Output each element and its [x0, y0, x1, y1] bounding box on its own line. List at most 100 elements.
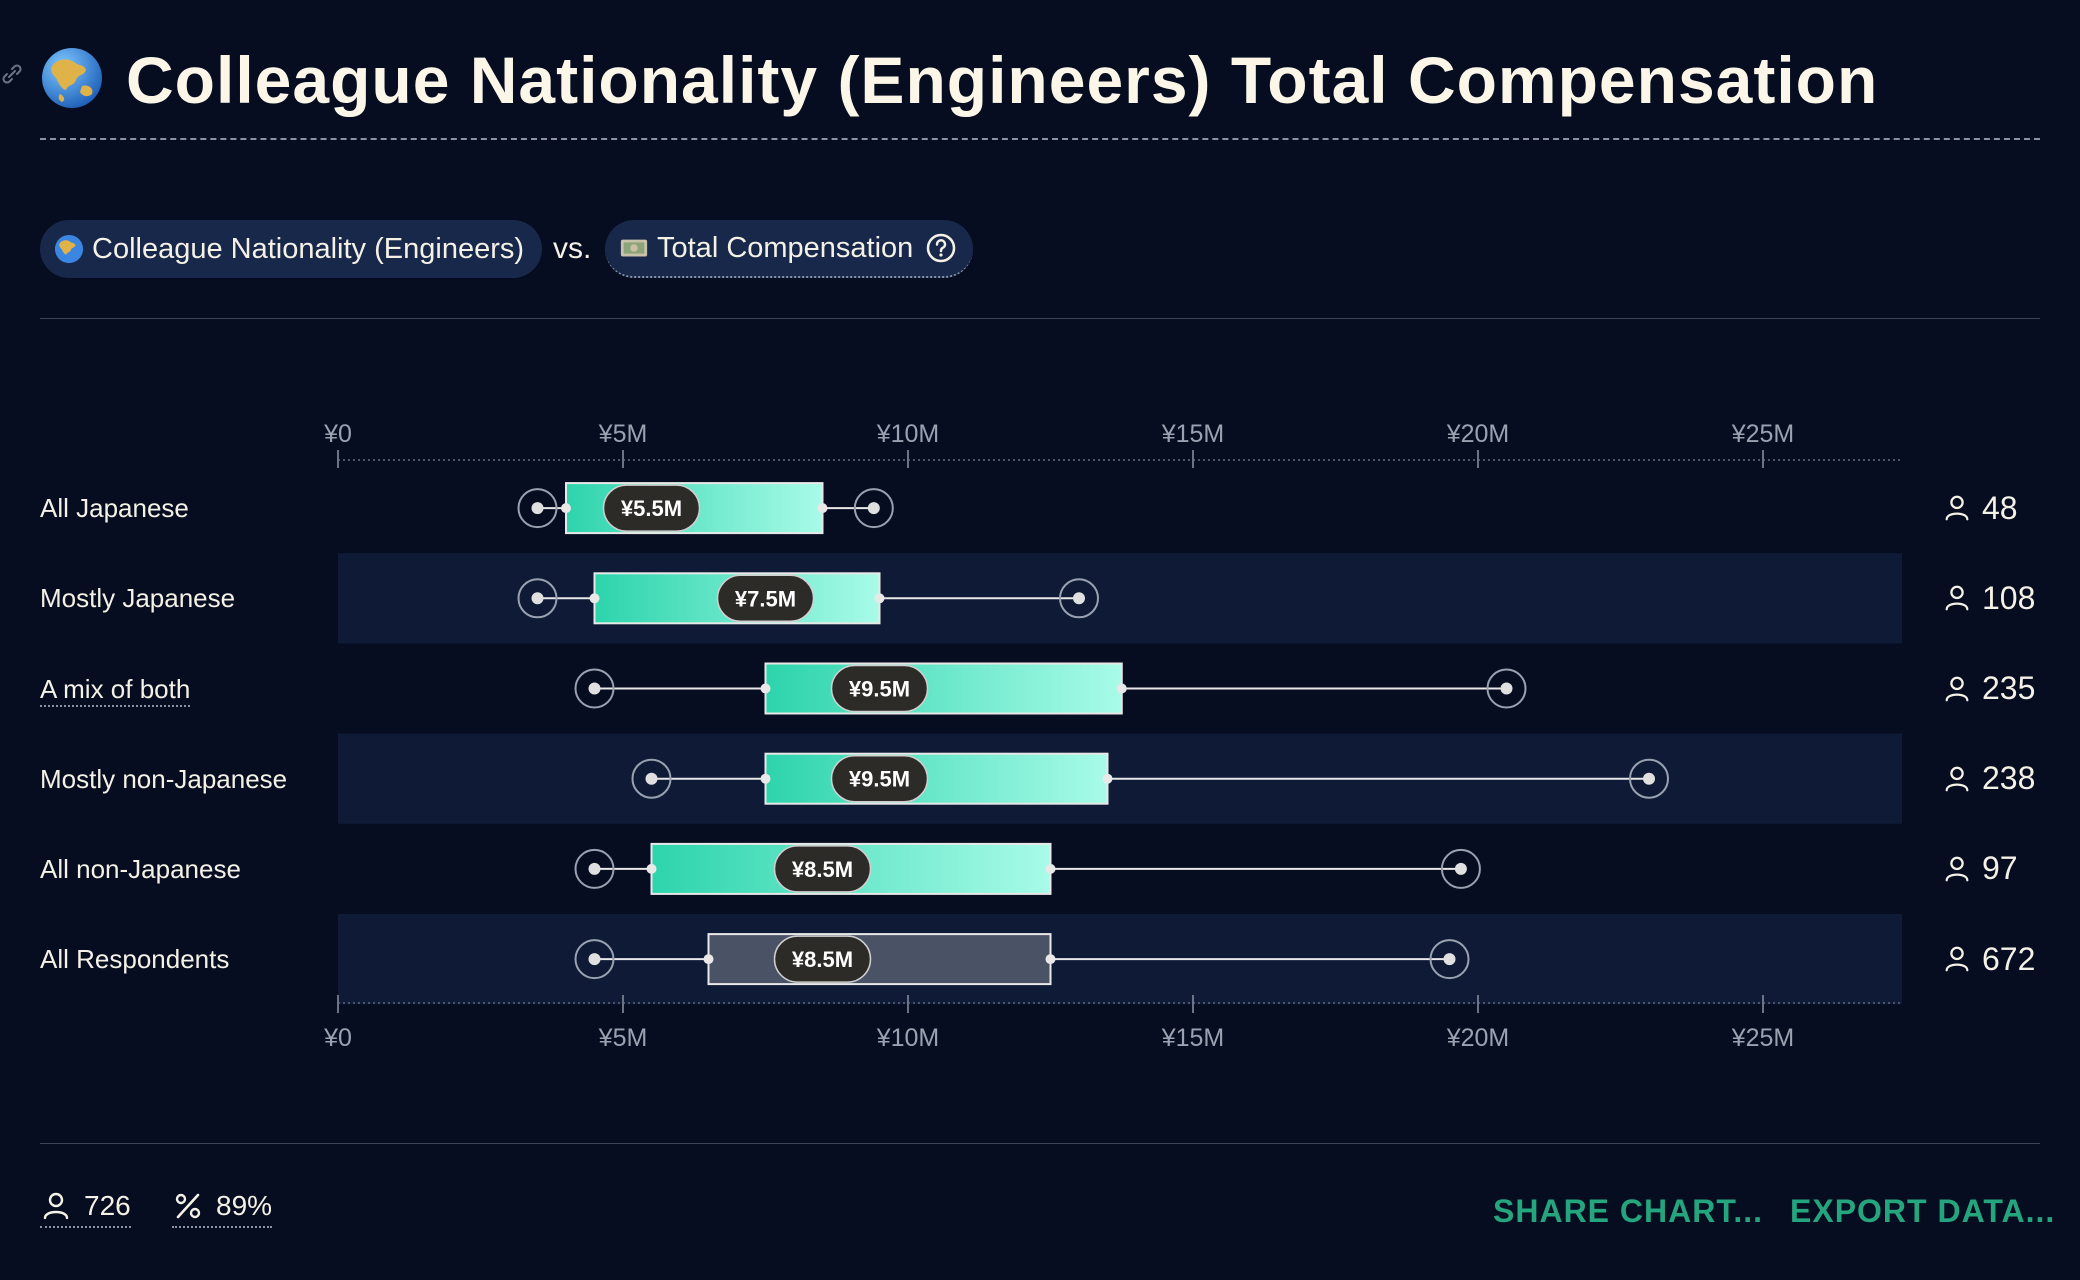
quartile-dot: [760, 683, 771, 694]
row-label: All non-Japanese: [40, 853, 241, 884]
quartile-dot: [1045, 863, 1056, 874]
percent-icon: [175, 1193, 201, 1219]
whisker-end-ring: [631, 758, 672, 799]
quartile-dot: [589, 593, 600, 604]
row-count-value: 672: [1982, 940, 2036, 977]
median-label: ¥8.5M: [792, 947, 853, 972]
whisker-end-dot: [588, 862, 601, 875]
person-icon: [1945, 946, 1969, 972]
globe-asia-icon: [54, 234, 84, 264]
whisker-end-dot: [588, 682, 601, 695]
whisker-end-ring: [1429, 939, 1470, 980]
quartile-dot: [561, 503, 571, 514]
whisker-end-dot: [1443, 953, 1456, 966]
median-label: ¥5.5M: [621, 496, 682, 521]
respondents-stat[interactable]: 726: [40, 1190, 131, 1228]
row-count-value: 108: [1982, 579, 2036, 616]
median-label: ¥9.5M: [849, 767, 910, 792]
person-icon: [1945, 585, 1969, 611]
x-tick-label: ¥15M: [1161, 420, 1225, 448]
whisker-end-dot: [645, 772, 658, 785]
x-tick-label: ¥15M: [1161, 1024, 1225, 1052]
box-iqr: [764, 662, 1123, 715]
help-icon[interactable]: [925, 232, 957, 264]
link-icon[interactable]: [0, 62, 24, 86]
whisker-end-dot: [1454, 862, 1467, 875]
quartile-dot: [760, 773, 771, 784]
median-pill: [716, 574, 815, 623]
x-tick-label: ¥25M: [1731, 1024, 1795, 1052]
whisker-end-dot: [867, 502, 880, 515]
person-icon: [1945, 495, 1969, 521]
whisker-end-dot: [1643, 772, 1655, 785]
row-count: 235: [1942, 669, 2035, 709]
whisker-end-ring: [517, 578, 558, 619]
whisker-end-ring: [1629, 758, 1669, 799]
page-title: Colleague Nationality (Engineers) Total …: [126, 43, 1879, 117]
whisker-end-dot: [588, 953, 601, 966]
quartile-dot: [874, 593, 885, 604]
dimension-label: Colleague Nationality (Engineers): [92, 232, 525, 265]
whisker-end-ring: [574, 848, 615, 889]
metric-selector[interactable]: Total Compensation: [605, 220, 974, 278]
person-icon: [43, 1192, 69, 1220]
quartile-dot: [1102, 773, 1113, 784]
box-iqr: [707, 933, 1052, 986]
whisker-end-dot: [1073, 592, 1085, 605]
export-data-button[interactable]: EXPORT DATA...: [1790, 1193, 2056, 1229]
vs-label: vs.: [553, 232, 592, 265]
dimension-selector[interactable]: Colleague Nationality (Engineers): [40, 220, 543, 278]
median-pill: [773, 935, 872, 983]
whisker-end-ring: [574, 668, 615, 709]
whisker-end-ring: [517, 488, 558, 529]
x-tick-label: ¥5M: [598, 1024, 648, 1052]
whisker-end-dot: [531, 592, 544, 605]
percent-stat[interactable]: 89%: [172, 1190, 273, 1228]
box-2: ¥9.5M: [574, 662, 1527, 715]
whisker-end-dot: [1500, 682, 1513, 695]
row-count-value: 238: [1982, 760, 2036, 797]
median-label: ¥8.5M: [792, 857, 853, 882]
quartile-dot: [703, 954, 714, 965]
whisker-end-ring: [1440, 848, 1481, 889]
row-count: 97: [1942, 849, 2018, 889]
respondents-count: 726: [84, 1190, 131, 1221]
x-tick-label: ¥10M: [876, 1024, 940, 1052]
x-tick-label: ¥20M: [1446, 420, 1510, 448]
box-4: ¥8.5M: [574, 842, 1481, 895]
median-pill: [830, 754, 929, 803]
row-count-value: 235: [1982, 670, 2036, 706]
divider: [40, 318, 2040, 319]
share-chart-button[interactable]: SHARE CHART...: [1493, 1193, 1764, 1229]
box-3: ¥9.5M: [631, 752, 1669, 805]
row-count-value: 48: [1982, 489, 2018, 526]
percent-value: 89%: [216, 1190, 273, 1221]
x-tick-label: ¥25M: [1731, 420, 1795, 448]
quartile-dot: [646, 863, 657, 874]
globe-asia-icon: [42, 48, 102, 108]
median-pill: [773, 845, 872, 893]
row-label: All Japanese: [40, 493, 189, 524]
whisker-end-dot: [531, 502, 544, 515]
box-5: ¥8.5M: [574, 933, 1470, 986]
quartile-dot: [817, 503, 828, 514]
row-label: All Respondents: [40, 944, 230, 975]
median-label: ¥7.5M: [735, 586, 796, 611]
box-0: ¥5.5M: [517, 482, 894, 535]
money-icon: [620, 239, 648, 257]
metric-label: Total Compensation: [657, 231, 914, 264]
whisker-end-ring: [1059, 578, 1099, 619]
row-label[interactable]: A mix of both: [40, 673, 191, 707]
x-tick-label: ¥20M: [1446, 1024, 1510, 1052]
row-label: Mostly Japanese: [40, 583, 236, 614]
median-label: ¥9.5M: [849, 677, 910, 702]
median-pill: [602, 484, 701, 532]
row-count: 108: [1942, 578, 2035, 618]
divider: [40, 1143, 2040, 1144]
row-count: 48: [1942, 488, 2018, 528]
person-icon: [1945, 676, 1969, 701]
row-count: 238: [1942, 759, 2035, 799]
whisker-end-ring: [1486, 668, 1527, 709]
whisker-end-ring: [574, 939, 615, 980]
